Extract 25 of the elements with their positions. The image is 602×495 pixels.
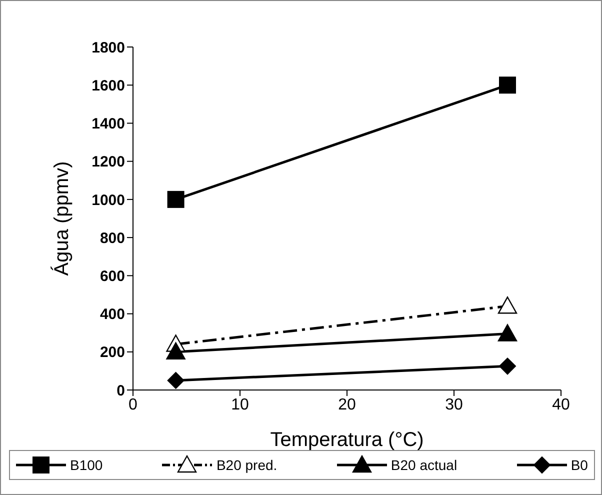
y-tick-label: 1400	[92, 116, 125, 133]
y-axis-title: Água (ppmv)	[50, 161, 74, 276]
y-tick-label: 800	[100, 230, 125, 247]
y-tick-label: 400	[100, 306, 125, 324]
y-tick-label: 0	[116, 382, 125, 400]
legend-label: B20 pred.	[216, 457, 278, 473]
y-tick-label: 200	[100, 344, 125, 362]
x-axis-title: Temperatura (°C)	[270, 429, 424, 451]
point	[499, 358, 516, 375]
legend-label: B0	[570, 457, 588, 473]
x-tick-label: 40	[552, 396, 570, 414]
point	[499, 76, 516, 94]
y-tick-label: 1600	[92, 77, 125, 94]
legend-label: B20 actual	[390, 457, 458, 473]
point	[167, 190, 184, 208]
x-tick-label: 0	[128, 396, 138, 414]
y-tick-label: 1800	[92, 39, 125, 56]
y-tick-label: 1200	[92, 154, 125, 171]
y-tick-label: 1000	[92, 192, 125, 209]
point	[167, 372, 184, 389]
legend-label: B100	[70, 457, 103, 473]
x-tick-label: 10	[231, 396, 249, 414]
x-tick-label: 20	[338, 396, 356, 414]
y-tick-label: 600	[100, 268, 125, 285]
x-tick-label: 30	[445, 396, 463, 414]
